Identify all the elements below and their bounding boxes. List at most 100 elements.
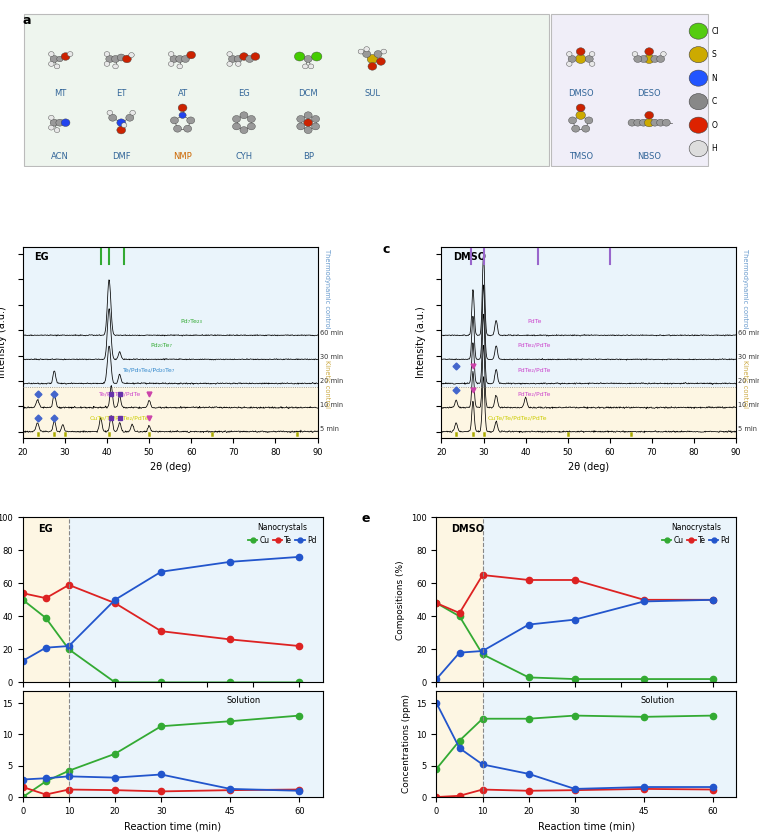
Circle shape: [227, 61, 232, 66]
Text: Thermodynamic control: Thermodynamic control: [742, 249, 748, 328]
Circle shape: [179, 112, 186, 118]
Circle shape: [376, 58, 386, 65]
Text: SUL: SUL: [364, 89, 380, 97]
Y-axis label: Intensity (a.u.): Intensity (a.u.): [416, 306, 426, 378]
Text: 20 min: 20 min: [739, 378, 759, 384]
Circle shape: [644, 118, 654, 127]
Circle shape: [246, 55, 254, 62]
Text: C: C: [711, 97, 716, 107]
Text: H: H: [711, 144, 717, 154]
Circle shape: [568, 117, 577, 124]
Circle shape: [228, 55, 237, 62]
Text: 5 min: 5 min: [739, 426, 757, 432]
Text: Solution: Solution: [641, 696, 675, 705]
Circle shape: [628, 119, 636, 126]
Circle shape: [240, 127, 248, 133]
Circle shape: [104, 61, 110, 66]
Circle shape: [54, 64, 60, 69]
X-axis label: 2θ (deg): 2θ (deg): [150, 462, 191, 472]
Circle shape: [634, 119, 642, 126]
Circle shape: [104, 52, 110, 56]
Bar: [551, 13, 707, 166]
Circle shape: [50, 119, 58, 126]
Text: MT: MT: [54, 89, 66, 97]
Text: Thermodynamic control: Thermodynamic control: [323, 249, 329, 328]
Text: EG: EG: [35, 253, 49, 263]
Circle shape: [57, 56, 63, 62]
Circle shape: [589, 52, 595, 56]
Circle shape: [117, 54, 125, 61]
Bar: [436, 690, 483, 797]
Text: PdTe₂/PdTe: PdTe₂/PdTe: [518, 391, 551, 396]
Text: DMSO: DMSO: [453, 253, 487, 263]
Circle shape: [657, 55, 665, 62]
Circle shape: [240, 53, 248, 60]
Circle shape: [168, 61, 174, 66]
Y-axis label: Intensity (a.u.): Intensity (a.u.): [0, 306, 8, 378]
Circle shape: [689, 94, 707, 110]
Text: AT: AT: [178, 89, 187, 97]
Circle shape: [129, 53, 134, 57]
Text: Pd₇Te₂₃: Pd₇Te₂₃: [181, 319, 202, 324]
Text: S: S: [711, 50, 716, 59]
Circle shape: [174, 125, 181, 133]
Y-axis label: Concentrations (ppm): Concentrations (ppm): [402, 695, 411, 794]
Circle shape: [122, 55, 131, 63]
Text: CuTe/Te/PdTe₂/PdTe: CuTe/Te/PdTe₂/PdTe: [90, 415, 150, 420]
Circle shape: [130, 111, 135, 115]
Text: Te/PdTe₂/PdTe: Te/PdTe₂/PdTe: [99, 391, 140, 396]
Circle shape: [121, 122, 127, 128]
Circle shape: [168, 52, 174, 56]
Circle shape: [589, 61, 595, 66]
Circle shape: [54, 128, 60, 133]
Text: 10 min: 10 min: [739, 402, 759, 408]
Text: Kinetic control: Kinetic control: [323, 360, 329, 409]
Text: e: e: [361, 513, 370, 525]
Circle shape: [227, 52, 232, 56]
Circle shape: [240, 112, 248, 119]
Circle shape: [651, 119, 659, 126]
Bar: [23, 690, 69, 797]
Circle shape: [576, 104, 585, 112]
Circle shape: [581, 125, 590, 133]
Text: NMP: NMP: [173, 153, 192, 161]
Circle shape: [232, 116, 241, 122]
Circle shape: [689, 141, 707, 157]
Text: 30 min: 30 min: [320, 354, 343, 360]
Circle shape: [568, 55, 576, 62]
Circle shape: [304, 119, 313, 127]
Circle shape: [177, 64, 182, 69]
Circle shape: [576, 111, 585, 119]
Text: TMSO: TMSO: [568, 153, 593, 161]
Circle shape: [364, 47, 370, 51]
Text: DMSO: DMSO: [568, 89, 594, 97]
Circle shape: [232, 123, 241, 130]
Circle shape: [297, 123, 304, 130]
Circle shape: [640, 119, 647, 126]
Text: Cl: Cl: [711, 27, 719, 35]
Circle shape: [311, 52, 322, 61]
Circle shape: [49, 52, 54, 56]
Text: 5 min: 5 min: [320, 426, 339, 432]
Circle shape: [50, 55, 58, 62]
Circle shape: [367, 55, 377, 64]
Text: EG: EG: [38, 524, 52, 534]
Text: DCM: DCM: [298, 89, 318, 97]
Circle shape: [68, 52, 73, 56]
Circle shape: [294, 52, 305, 61]
Circle shape: [663, 119, 670, 126]
Bar: [23, 247, 317, 388]
Circle shape: [368, 63, 376, 70]
Circle shape: [187, 117, 195, 124]
Circle shape: [660, 52, 666, 56]
Circle shape: [170, 55, 178, 62]
Text: Pd₂₀Te₇: Pd₂₀Te₇: [151, 343, 173, 348]
Circle shape: [61, 53, 70, 60]
Y-axis label: Compositions (%): Compositions (%): [396, 560, 405, 639]
Text: 10 min: 10 min: [320, 402, 343, 408]
Circle shape: [308, 64, 313, 69]
Circle shape: [381, 50, 386, 54]
X-axis label: Reaction time (min): Reaction time (min): [124, 821, 221, 831]
Circle shape: [184, 125, 191, 133]
Text: ET: ET: [116, 89, 126, 97]
